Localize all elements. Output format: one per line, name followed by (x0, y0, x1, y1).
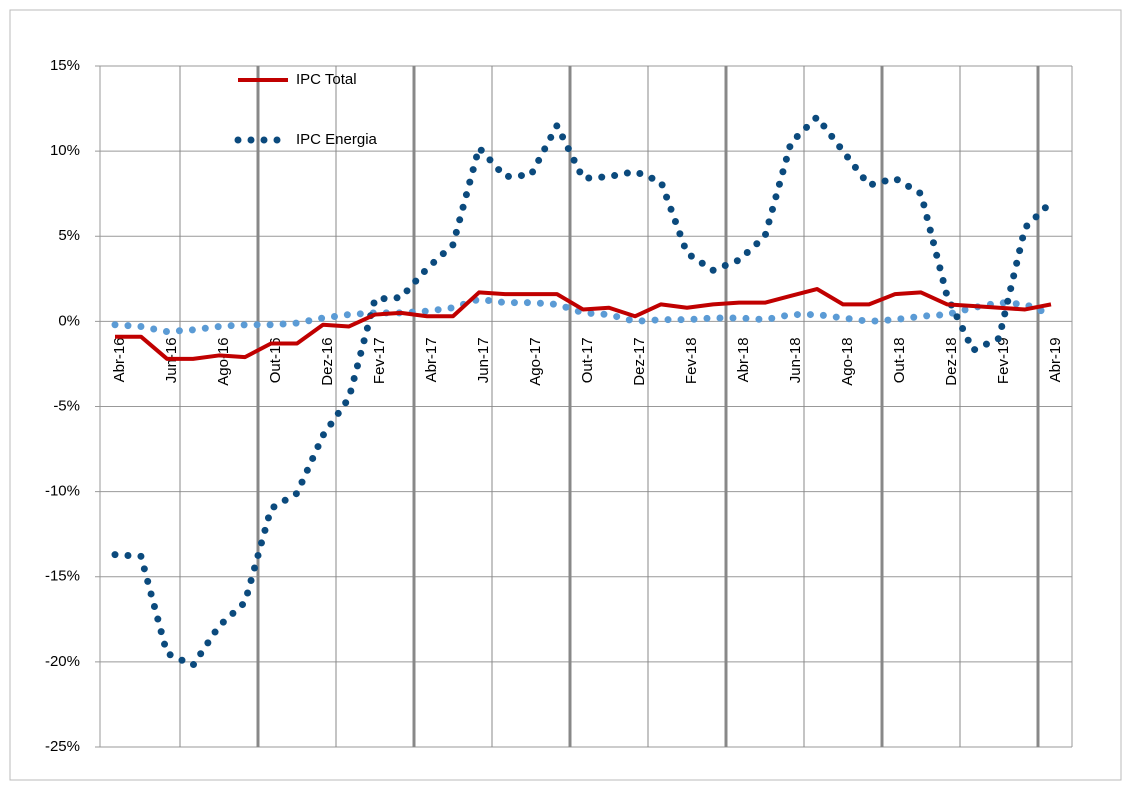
x-tick-label: Abr-16 (111, 337, 128, 382)
x-tick-label: Dez-17 (631, 337, 648, 385)
x-tick-label: Fev-19 (995, 337, 1012, 384)
x-tick-label: Fev-17 (371, 337, 388, 384)
series-line (111, 113, 1055, 669)
frame (9, 9, 1122, 781)
x-tick-label: Abr-19 (1047, 337, 1064, 382)
y-tick-label: -20% (45, 653, 80, 670)
y-tick-label: 10% (50, 142, 80, 159)
x-tick-label: Ago-17 (527, 337, 544, 385)
y-tick-label: -10% (45, 483, 80, 500)
y-tick-label: -25% (45, 738, 80, 755)
y-tick-label: -5% (53, 397, 80, 414)
series-line (115, 287, 1052, 361)
x-tick-label: Ago-18 (839, 337, 856, 385)
y-tick-label: 15% (50, 57, 80, 74)
x-tick-label: Out-16 (267, 337, 284, 383)
x-tick-label: Dez-18 (943, 337, 960, 385)
x-tick-label: Ago-16 (215, 337, 232, 385)
x-tick-label: Abr-18 (735, 337, 752, 382)
legend-label: IPC Energia (296, 131, 378, 148)
x-tick-label: Abr-17 (423, 337, 440, 382)
x-tick-label: Fev-18 (683, 337, 700, 384)
x-tick-label: Jun-18 (787, 337, 804, 383)
y-tick-label: -15% (45, 568, 80, 585)
x-tick-label: Jun-17 (475, 337, 492, 383)
x-tick-label: Out-17 (579, 337, 596, 383)
x-tick-label: Dez-16 (319, 337, 336, 385)
y-tick-label: 0% (58, 312, 80, 329)
legend-label: IPC Total (296, 71, 357, 88)
series-line (111, 295, 1055, 336)
y-tick-label: 5% (58, 227, 80, 244)
x-tick-label: Out-18 (891, 337, 908, 383)
